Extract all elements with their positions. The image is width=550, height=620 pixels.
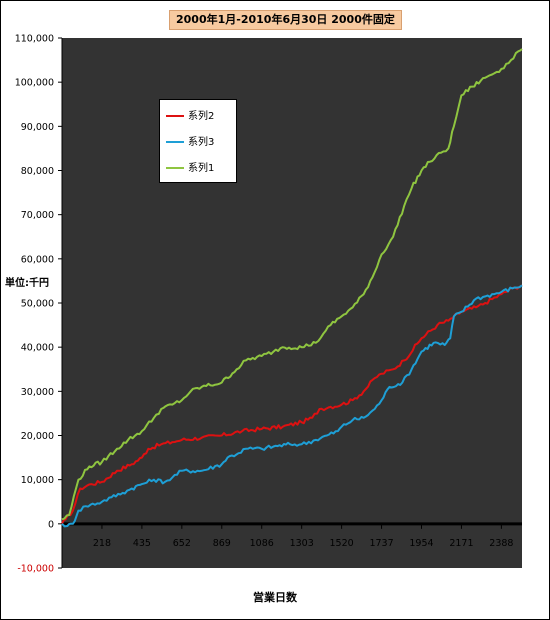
y-tick-label: 0 (48, 519, 54, 530)
series-line-系列1 (61, 48, 523, 521)
x-axis-label: 営業日数 (253, 591, 297, 604)
legend-swatch (166, 115, 184, 117)
y-axis-unit-label: 単位:千円 (5, 278, 49, 289)
y-tick-label: 80,000 (21, 166, 54, 177)
x-tick-label: 1086 (250, 538, 274, 549)
y-tick-label: 40,000 (21, 343, 54, 354)
y-tick-label: 110,000 (15, 34, 54, 45)
x-tick-label: 1954 (409, 538, 433, 549)
x-tick-label: 435 (133, 538, 151, 549)
legend-entry: 系列2 (166, 110, 214, 124)
x-tick-label: 1303 (290, 538, 314, 549)
y-tick-label: 70,000 (21, 210, 54, 221)
legend-entry: 系列3 (166, 136, 214, 150)
legend-label: 系列1 (188, 163, 215, 174)
y-tick-label: -10,000 (17, 564, 54, 575)
series-line-系列2 (61, 284, 523, 525)
legend-swatch (166, 167, 184, 169)
x-tick-label: 2171 (449, 538, 473, 549)
y-tick-label: 100,000 (15, 78, 54, 89)
legend-swatch (166, 141, 184, 143)
legend: 系列2 系列3 系列1 (159, 99, 237, 183)
y-tick-label: 90,000 (21, 122, 54, 133)
x-tick-label: 2388 (489, 538, 513, 549)
y-tick-label: 60,000 (21, 254, 54, 265)
y-tick-label: 20,000 (21, 431, 54, 442)
plot-area (62, 38, 522, 568)
series-line-系列3 (61, 284, 523, 528)
x-tick-label: 652 (173, 538, 191, 549)
x-tick-label: 1737 (369, 538, 393, 549)
x-tick-label: 1520 (330, 538, 354, 549)
x-tick-label: 218 (93, 538, 111, 549)
y-tick-label: 30,000 (21, 387, 54, 398)
y-tick-label: 50,000 (21, 299, 54, 310)
legend-label: 系列2 (188, 111, 215, 122)
legend-entry: 系列1 (166, 162, 214, 176)
x-tick-label: 869 (213, 538, 231, 549)
legend-label: 系列3 (188, 137, 215, 148)
y-tick-label: 10,000 (21, 475, 54, 486)
chart-title: 2000年1月-2010年6月30日 2000件固定 (169, 10, 402, 30)
